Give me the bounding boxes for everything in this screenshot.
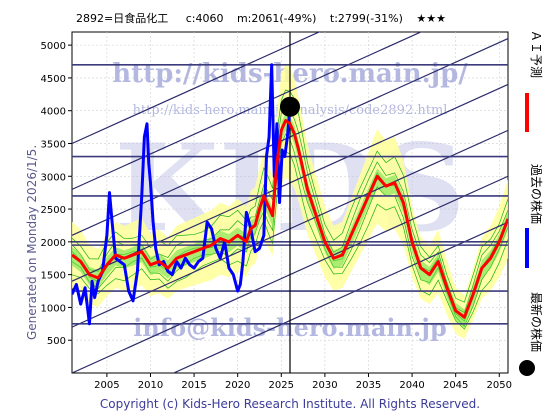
x-tick-label: 2015: [181, 380, 206, 391]
x-tick-label: 2010: [138, 380, 163, 391]
y-tick-label: 500: [47, 336, 66, 347]
y-tick-label: 2500: [41, 205, 66, 216]
y-tick-label: 5000: [41, 41, 66, 52]
copyright: Copyright (c) Kids-Hero Research Institu…: [100, 397, 480, 411]
past-price-line: [72, 63, 292, 326]
y-tick-label: 4500: [41, 74, 66, 85]
x-tick-label: 2025: [269, 380, 294, 391]
legend: ＡＩ予測 過去の株価 最新の株価: [519, 30, 544, 376]
x-tick-label: 2040: [399, 380, 424, 391]
y-tick-label: 3500: [41, 139, 66, 150]
chart-header: 2892=日食品化工 c:4060 m:2061(-49%) t:2799(-3…: [76, 11, 446, 25]
min-price: m:2061(-49%): [237, 12, 316, 25]
plot-content: KIDS http://kids-hero.main.jp/ http://ki…: [72, 32, 508, 373]
forecast-ribbon-line: [72, 151, 508, 330]
rating-stars: ★★★: [416, 12, 446, 25]
latest-marker-group: [280, 96, 300, 117]
generated-label: Generated on Monday 2026/1/5.: [25, 145, 39, 340]
legend-latest-label: 最新の株価: [529, 292, 544, 352]
latest-price-marker: [280, 96, 300, 117]
y-tick-label: 1000: [41, 303, 66, 314]
x-tick-label: 2030: [312, 380, 337, 391]
legend-past-label: 過去の株価: [529, 164, 544, 224]
x-tick-label: 2005: [94, 380, 119, 391]
x-tick-label: 2045: [443, 380, 468, 391]
ticker-name: 2892=日食品化工: [76, 11, 168, 25]
forecast-envelope: [72, 63, 508, 340]
y-tick-label: 2000: [41, 238, 66, 249]
x-tick-label: 2020: [225, 380, 250, 391]
legend-latest-swatch: [519, 360, 535, 376]
target-price: t:2799(-31%): [330, 12, 403, 25]
y-tick-label: 4000: [41, 107, 66, 118]
current-price: c:4060: [186, 12, 224, 25]
legend-ai-label: ＡＩ予測: [529, 30, 543, 78]
y-tick-label: 1500: [41, 271, 66, 282]
x-tick-label: 2050: [487, 380, 512, 391]
x-axis: 2005 2010 2015 2020 2025 2030 2035 2040 2045 2050: [94, 373, 512, 391]
y-axis: 500 1000 1500 2000 2500 3000 3500 4000 4500 5000: [41, 41, 72, 347]
series-lines: [72, 63, 508, 326]
ai-forecast-line: [72, 119, 508, 319]
y-tick-label: 3000: [41, 172, 66, 183]
x-tick-label: 2035: [356, 380, 381, 391]
